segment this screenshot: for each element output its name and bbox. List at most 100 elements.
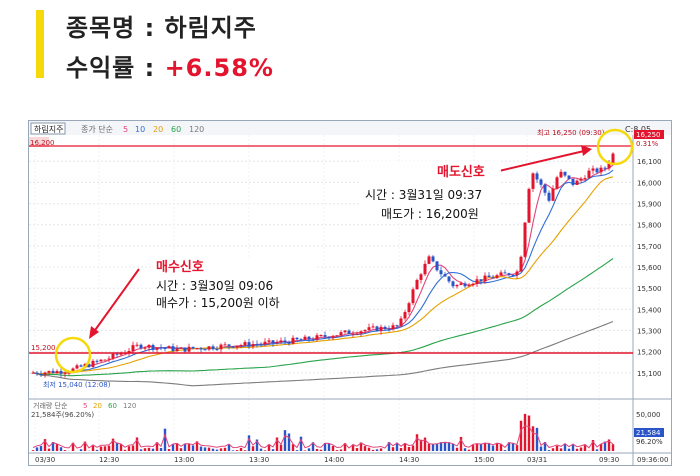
buy-arrowhead: [89, 326, 99, 339]
volume-bar: [411, 445, 415, 451]
candle-body: [475, 279, 479, 284]
candle-body: [75, 365, 79, 369]
candle-body: [111, 353, 115, 359]
candle-body: [407, 303, 411, 313]
volume-bar: [311, 442, 315, 451]
volume-bar: [143, 448, 147, 451]
volume-bar: [315, 448, 319, 451]
stock-tab[interactable]: [30, 122, 66, 135]
candle-body: [103, 359, 107, 361]
time-tick-label: 15:00: [474, 456, 494, 464]
price-tick-label: 15,200: [637, 349, 662, 357]
candle-body: [143, 347, 147, 349]
accent-bar: [36, 10, 44, 78]
candle-body: [311, 339, 315, 341]
corner-label: C:8.05: [625, 125, 651, 134]
candle-body: [247, 342, 251, 347]
time-label-right: 09:36:00: [637, 456, 668, 464]
volume-bar: [303, 450, 307, 451]
volume-bar: [599, 444, 603, 451]
volume-bar: [607, 439, 611, 451]
volume-bar: [123, 449, 127, 451]
volume-bar: [531, 426, 535, 451]
volume-bar: [351, 445, 355, 451]
candle-body: [375, 326, 379, 332]
candle-body: [175, 348, 179, 352]
volume-bar: [267, 444, 271, 451]
price-tick-label: 15,300: [637, 328, 662, 336]
volume-bar: [215, 449, 219, 451]
candles: [31, 152, 615, 378]
volume-bar: [595, 449, 599, 451]
candle-body: [263, 341, 267, 345]
price-tick-label: 15,600: [637, 264, 662, 272]
candle-body: [187, 346, 191, 352]
candle-body: [431, 256, 435, 262]
price-tick-label: 15,100: [637, 370, 662, 378]
volume-bar: [471, 444, 475, 451]
candle-body: [539, 179, 543, 185]
time-tick-label: 13:30: [249, 456, 269, 464]
candle-body: [319, 335, 323, 337]
volume-bar: [439, 442, 443, 451]
volume-bars: [31, 413, 615, 451]
candle-body: [287, 341, 291, 344]
volume-bar: [363, 446, 367, 451]
candle-body: [519, 256, 523, 272]
volume-bar: [407, 447, 411, 451]
time-tick-label: 14:30: [399, 456, 419, 464]
volume-bar: [507, 442, 511, 451]
volume-bar: [63, 450, 67, 451]
volume-bar: [323, 442, 327, 451]
candle-body: [423, 263, 427, 275]
price-tick-label: 15,800: [637, 222, 662, 230]
volume-bar: [511, 443, 515, 451]
volume-bar: [263, 450, 267, 451]
buy-note-bg: [153, 257, 315, 313]
volume-bar: [239, 447, 243, 451]
volume-bar: [159, 448, 163, 451]
volume-bar: [251, 446, 255, 451]
volume-bar: [163, 428, 167, 451]
time-axis: 03/30 12:30 13:00 13:30 14:00 14:30 15:00 03/31…: [35, 456, 619, 464]
volume-bar: [543, 441, 547, 451]
volume-bar: [499, 444, 503, 451]
volume-bar: [175, 443, 179, 451]
candle-body: [547, 192, 551, 201]
volume-bar: [491, 445, 495, 451]
profit-row: 수익률 : +6.58%: [66, 48, 274, 83]
ma-line: [32, 320, 614, 387]
candle-body: [611, 153, 615, 163]
volume-bar: [295, 450, 299, 451]
volume-bar: [495, 443, 499, 451]
volume-bar: [339, 449, 343, 451]
volume-bar: [483, 442, 487, 451]
time-tick-label: 14:00: [324, 456, 344, 464]
volume-bar: [395, 442, 399, 451]
volume-bar: [331, 445, 335, 451]
price-chart[interactable]: 하림지주 종가 단순 5 10 20 60 120 C:8.05 16,200 16,1…: [29, 121, 671, 465]
candle-body: [107, 358, 111, 360]
volume-bar: [519, 420, 523, 451]
volume-bar: [95, 449, 99, 451]
chart-toolbar: [29, 121, 671, 135]
candle-body: [235, 346, 239, 348]
volume-bar: [119, 444, 123, 451]
volume-bar: [287, 433, 291, 451]
chart-panel[interactable]: 하림지주 종가 단순 5 10 20 60 120 C:8.05 16,200 16,1…: [28, 120, 672, 466]
volume-bar: [399, 448, 403, 451]
candle-body: [435, 261, 439, 271]
candle-body: [355, 333, 359, 335]
volume-bar: [479, 444, 483, 451]
volume-bar: [211, 448, 215, 451]
volume-bar: [47, 448, 51, 451]
current-price-value: 16,250: [636, 131, 661, 139]
candle-body: [511, 274, 515, 276]
candle-body: [479, 279, 483, 282]
volume-bar: [391, 447, 395, 451]
buy-arrow: [92, 268, 140, 334]
volume-box-value: 21,584: [636, 429, 661, 437]
volume-bar: [535, 427, 539, 451]
volume-bar: [583, 445, 587, 451]
price-axis: 16,100 16,000 15,900 15,800 15,700 15,600 15,5…: [637, 158, 662, 378]
